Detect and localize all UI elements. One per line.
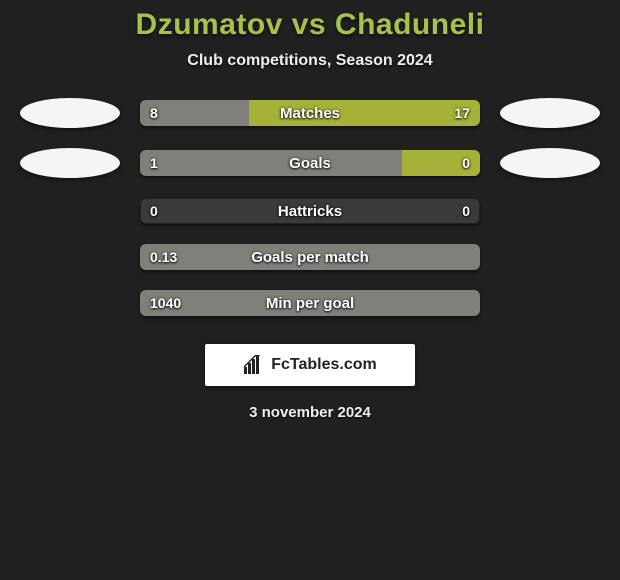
brand-name: FcTables.com bbox=[271, 356, 377, 374]
date-label: 3 november 2024 bbox=[249, 404, 371, 421]
bar-segment-right bbox=[249, 100, 480, 126]
stat-value-right: 0 bbox=[462, 198, 470, 224]
comparison-infographic: Dzumatov vs Chaduneli Club competitions,… bbox=[0, 0, 620, 580]
stat-bar: Goals per match0.13 bbox=[140, 244, 480, 270]
bar-chart-icon bbox=[243, 355, 265, 375]
stat-label: Hattricks bbox=[140, 198, 480, 224]
bars-container: Matches817 Goals10 Hattricks0 0 Goals per ma… bbox=[0, 98, 620, 336]
stat-bar: Matches817 bbox=[140, 100, 480, 126]
stat-row: Goals per match0.13 bbox=[0, 244, 620, 270]
stat-row: Goals10 bbox=[0, 148, 620, 178]
player-left-avatar bbox=[20, 98, 120, 128]
player-left-avatar bbox=[20, 148, 120, 178]
stat-row: Matches817 bbox=[0, 98, 620, 128]
stat-row: Min per goal1040 bbox=[0, 290, 620, 316]
stat-row: Hattricks0 0 bbox=[0, 198, 620, 224]
stat-bar: Hattricks0 0 bbox=[140, 198, 480, 224]
bar-segment-left bbox=[140, 290, 480, 316]
bar-segment-left bbox=[140, 100, 249, 126]
brand-badge: FcTables.com bbox=[205, 344, 415, 386]
page-title: Dzumatov vs Chaduneli bbox=[136, 8, 485, 42]
page-subtitle: Club competitions, Season 2024 bbox=[187, 52, 432, 70]
bar-segment-left bbox=[140, 244, 480, 270]
player-right-avatar bbox=[500, 148, 600, 178]
stat-bar: Goals10 bbox=[140, 150, 480, 176]
bar-segment-right bbox=[402, 150, 480, 176]
stat-bar: Min per goal1040 bbox=[140, 290, 480, 316]
bar-segment-left bbox=[140, 150, 402, 176]
player-right-avatar bbox=[500, 98, 600, 128]
stat-value-left: 0 bbox=[150, 198, 158, 224]
